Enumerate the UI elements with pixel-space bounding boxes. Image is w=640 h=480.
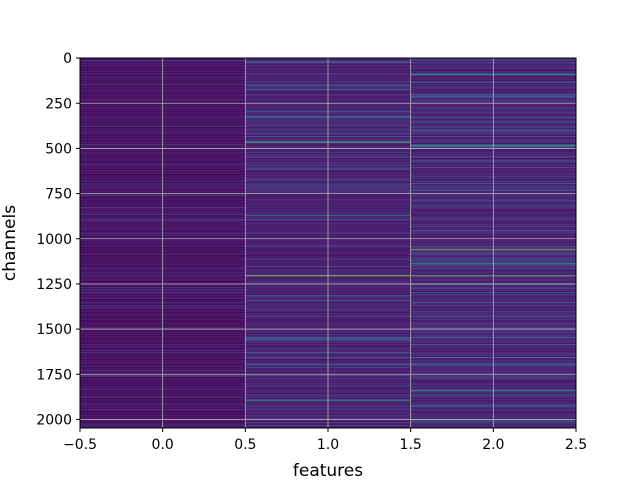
y-tick-label: 500 bbox=[45, 141, 72, 157]
y-tick-label: 750 bbox=[45, 187, 72, 203]
x-tick-label: 1.5 bbox=[400, 437, 422, 453]
x-tick-label: 2.0 bbox=[482, 437, 504, 453]
x-axis: −0.5 0.0 0.5 1.0 1.5 2.0 2.5 bbox=[63, 428, 587, 453]
y-tick-label: 250 bbox=[45, 96, 72, 112]
x-tick-label: 0.5 bbox=[234, 437, 256, 453]
y-tick-label: 1750 bbox=[36, 367, 72, 383]
x-tick-label: 1.0 bbox=[317, 437, 339, 453]
y-tick-label: 1000 bbox=[36, 232, 72, 248]
x-tick-label: 2.5 bbox=[565, 437, 587, 453]
y-tick-label: 0 bbox=[63, 51, 72, 67]
y-axis: 0 250 500 750 1000 1250 1500 1750 2000 bbox=[36, 51, 80, 428]
plot-area bbox=[79, 57, 577, 429]
grid-lines bbox=[80, 57, 576, 428]
x-axis-label: features bbox=[293, 461, 363, 480]
x-tick-label: 0.0 bbox=[152, 437, 174, 453]
x-tick-label: −0.5 bbox=[63, 437, 97, 453]
y-axis-label: channels bbox=[0, 205, 20, 281]
y-tick-label: 1250 bbox=[36, 277, 72, 293]
y-tick-label: 2000 bbox=[36, 412, 72, 428]
y-tick-label: 1500 bbox=[36, 322, 72, 338]
